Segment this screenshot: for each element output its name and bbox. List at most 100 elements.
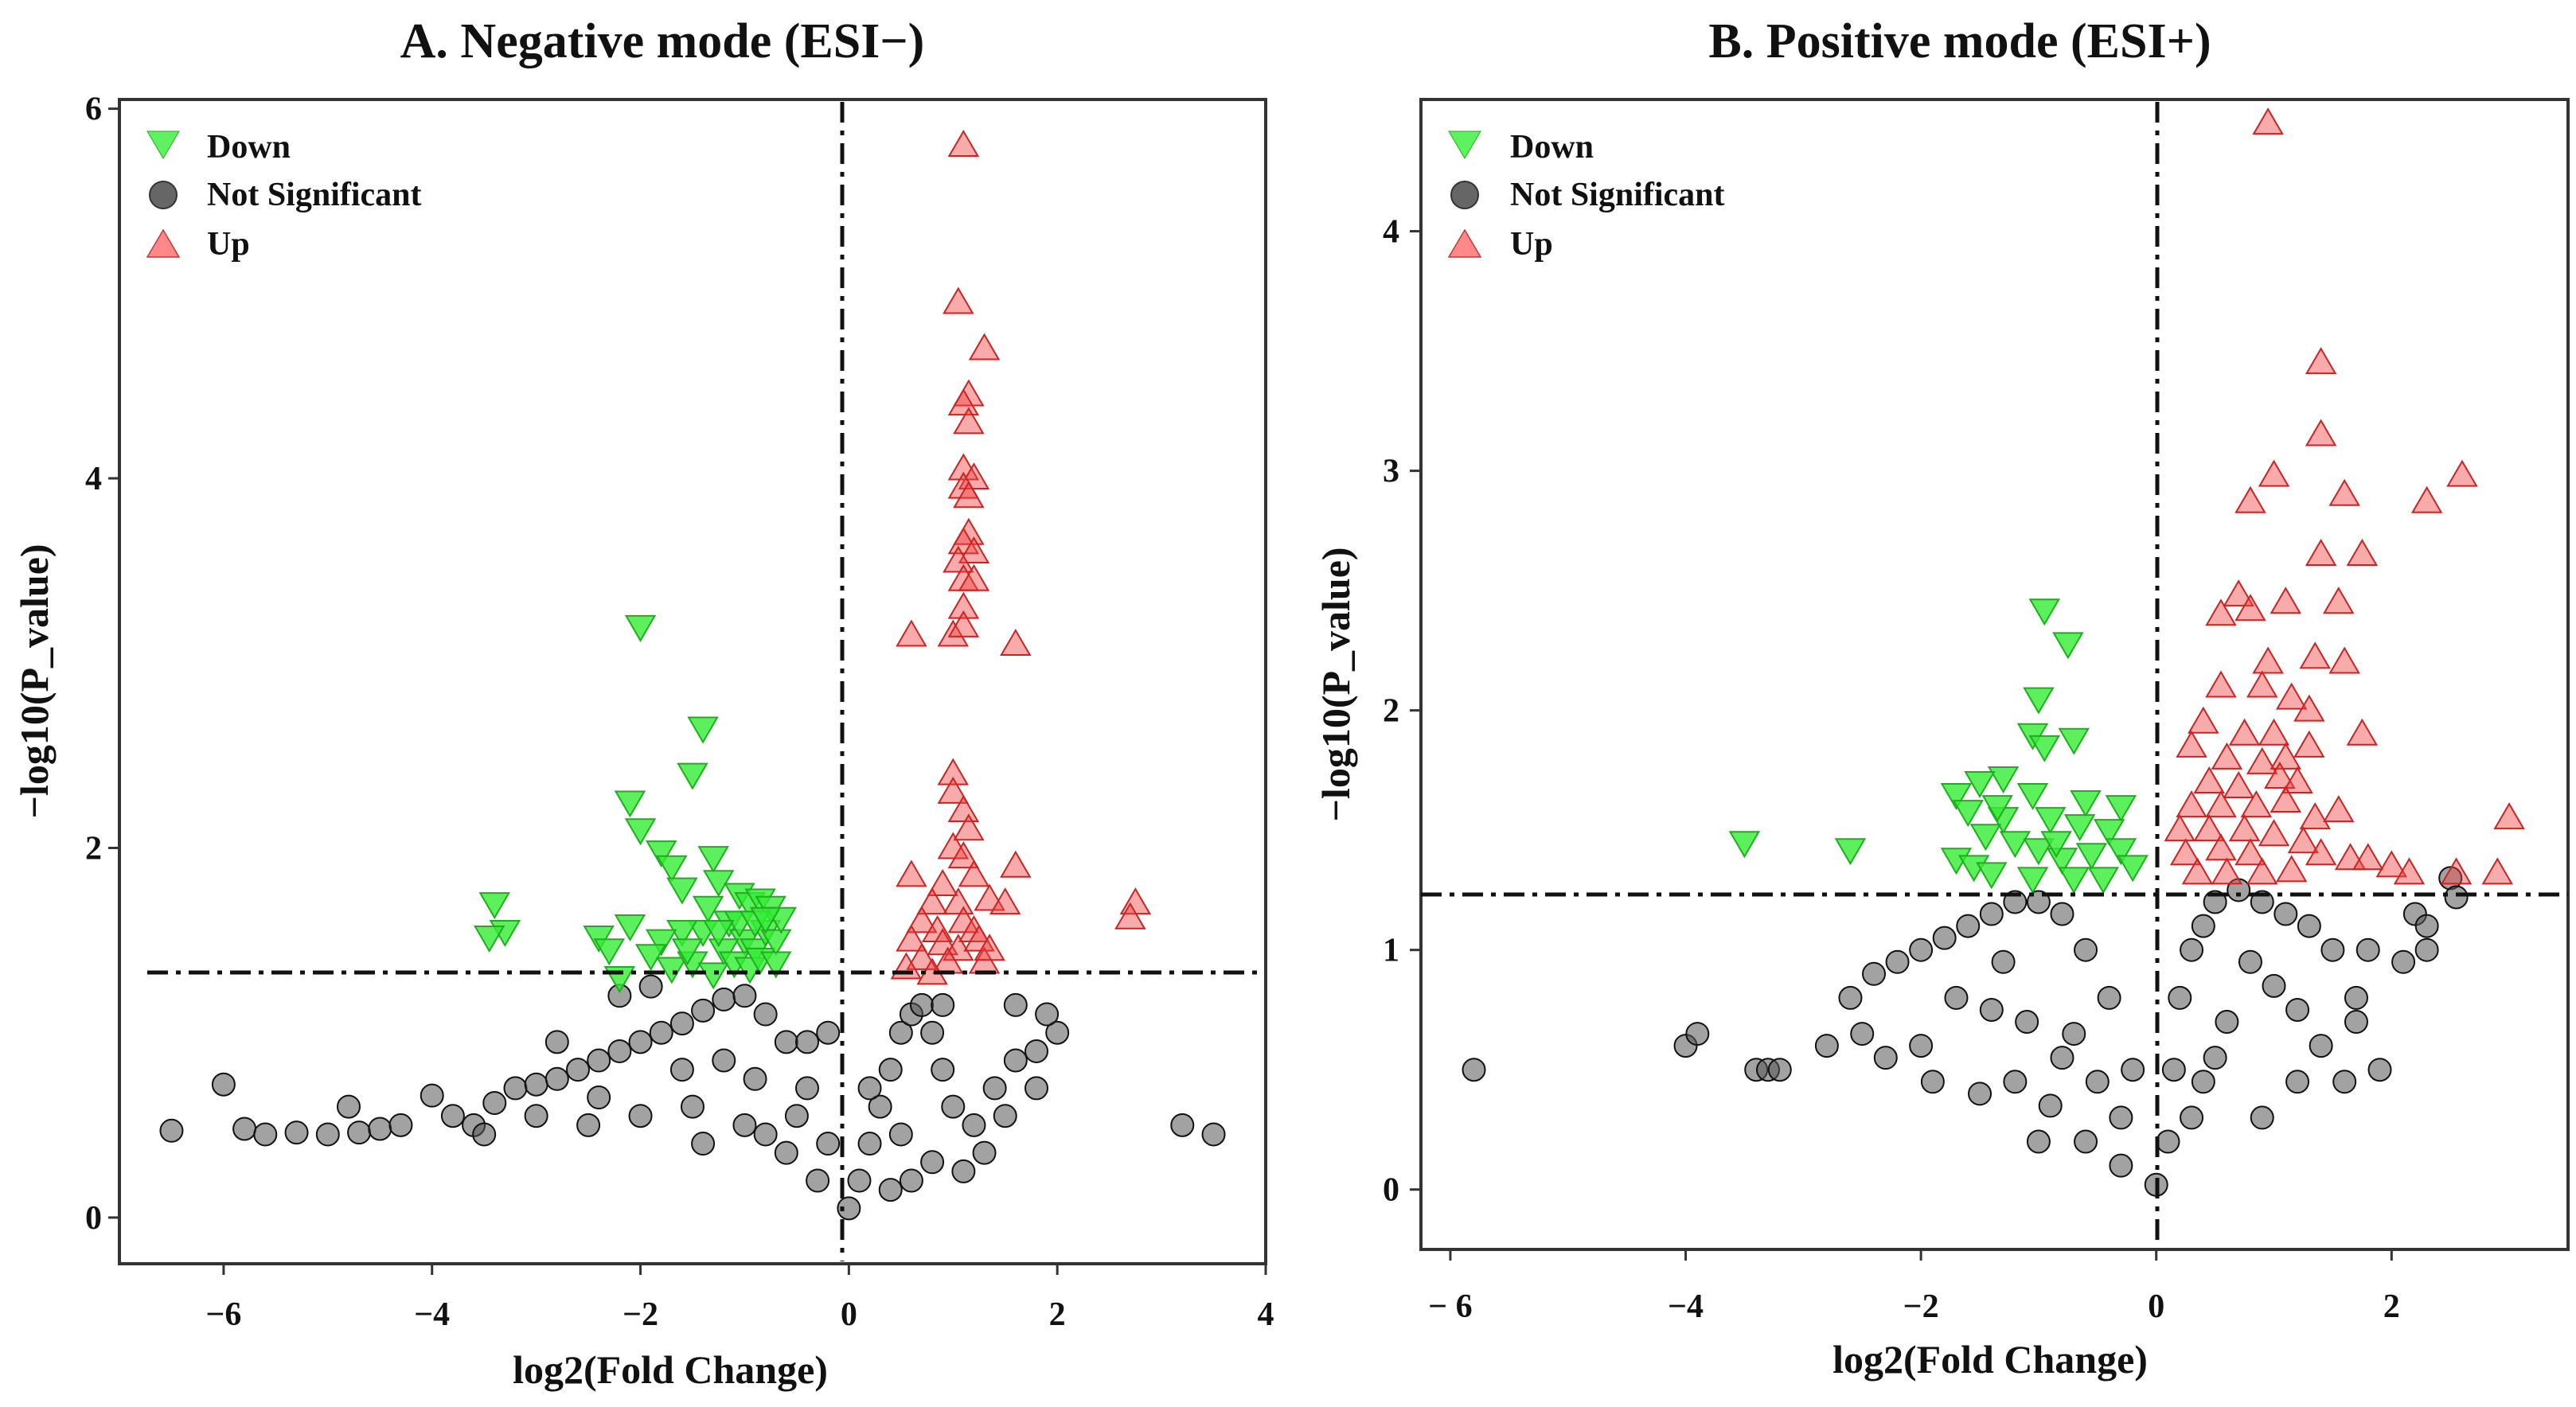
panel-a-not-significant-point bbox=[1201, 1122, 1226, 1147]
panel-b-not-significant-point bbox=[2026, 1129, 2051, 1154]
panel-a-y-tick-label: 4 bbox=[85, 461, 102, 497]
panel-a-down-point bbox=[697, 846, 729, 874]
panel-a-up-point bbox=[1000, 850, 1032, 878]
panel-b-up-point bbox=[2169, 838, 2202, 866]
panel-a-down-point bbox=[656, 957, 688, 984]
panel-a-down-point bbox=[624, 818, 657, 846]
panel-a-legend-not-significant-label: Not Significant bbox=[207, 177, 422, 213]
panel-a-not-significant-point bbox=[681, 1094, 704, 1119]
panel-b-legend-up-icon bbox=[1447, 228, 1482, 258]
panel-a-not-significant-point bbox=[1035, 1002, 1060, 1027]
panel-a-x-tick-label: 2 bbox=[1049, 1296, 1066, 1333]
panel-a-legend-down-label: Down bbox=[207, 129, 291, 166]
panel-b-up-point bbox=[2205, 790, 2237, 818]
panel-b-up-point bbox=[2299, 641, 2331, 669]
panel-a-not-significant-point bbox=[868, 1094, 892, 1119]
panel-a-up-point bbox=[896, 859, 927, 887]
panel-a-not-significant-point bbox=[847, 1168, 872, 1193]
panel-b-y-ticks: 0 1 2 3 4 bbox=[1383, 214, 1421, 1209]
panel-b-x-tick-label: 2 bbox=[2383, 1288, 2400, 1325]
panel-b-x-tick-label: −2 bbox=[1903, 1288, 1939, 1325]
panel-b-up-point bbox=[2228, 718, 2261, 746]
panel-b-down-point bbox=[2063, 814, 2096, 842]
panel-b-not-significant-point bbox=[1920, 1070, 1945, 1094]
panel-a-down-point bbox=[677, 762, 708, 790]
panel-a-up-point bbox=[947, 906, 980, 933]
panel-b-not-significant-point bbox=[2250, 1105, 2274, 1130]
panel-a-down-point bbox=[614, 914, 646, 942]
panel-b-up-point bbox=[2181, 857, 2214, 885]
panel-b-x-tick-label: −4 bbox=[1668, 1288, 1704, 1325]
panel-a-up-point bbox=[989, 887, 1021, 915]
panel-b-legend-not-significant-icon bbox=[1450, 181, 1479, 209]
panel-a-not-significant-point bbox=[743, 1066, 767, 1091]
panel-b-not-significant-point bbox=[2309, 1034, 2333, 1058]
panel-a-title: A. Negative mode (ESI−) bbox=[400, 14, 925, 68]
panel-b-down-point bbox=[2105, 795, 2137, 823]
panel-b-up-point bbox=[2258, 819, 2290, 847]
panel-a-up-point bbox=[958, 462, 990, 490]
panel-b-up-point bbox=[2440, 857, 2473, 885]
panel-a-y-tick-label: 6 bbox=[85, 92, 102, 128]
panel-b-up-point bbox=[2270, 742, 2302, 770]
panel-a-not-significant-point bbox=[691, 1132, 716, 1156]
panel-b-not-significant-point bbox=[1909, 937, 1934, 962]
panel-b-down-point bbox=[2016, 867, 2049, 894]
panel-b-up-point bbox=[2223, 770, 2254, 798]
panel-b-up-point bbox=[2258, 718, 2290, 746]
panel-a-not-significant-point bbox=[1170, 1113, 1195, 1137]
panel-b-up-point bbox=[2287, 826, 2320, 854]
panel-a-not-significant-point bbox=[857, 1132, 882, 1156]
panel-a-not-significant-point bbox=[795, 1076, 819, 1101]
panel-a-down-point bbox=[759, 951, 792, 979]
panel-a-down-point bbox=[687, 716, 719, 744]
panel-b-not-significant-point bbox=[2215, 1010, 2239, 1035]
panel-b-up-point bbox=[2323, 795, 2355, 823]
panel-a-not-significant-point bbox=[774, 1140, 798, 1165]
panel-a-not-significant-point bbox=[544, 1066, 569, 1091]
panel-a-up-point bbox=[927, 868, 958, 896]
panel-b-up-point bbox=[2481, 857, 2514, 885]
panel-a-not-significant-point bbox=[544, 1030, 569, 1054]
panel-a-not-significant-point bbox=[524, 1104, 548, 1128]
panel-b-down-point bbox=[1964, 770, 1996, 798]
panel-a-legend-up-label: Up bbox=[207, 226, 250, 263]
panel-a-not-significant-point bbox=[816, 1020, 841, 1045]
panel-a-y-axis-label: −log10(P_value) bbox=[12, 544, 57, 818]
panel-b-up-point bbox=[2205, 833, 2237, 861]
panel-a-not-significant-point bbox=[211, 1072, 236, 1097]
panel-b-up-point bbox=[2275, 855, 2308, 883]
panel-a-down-point bbox=[645, 840, 677, 868]
panel-b-up-point bbox=[2299, 802, 2331, 830]
panel-b-down-point bbox=[2052, 632, 2084, 660]
panel-b-not-significant-point bbox=[2038, 1093, 2063, 1118]
panel-b-not-significant-point bbox=[2074, 937, 2098, 962]
panel-a-up-point bbox=[947, 795, 980, 823]
panel-a-not-significant-point bbox=[816, 1132, 841, 1156]
panel-b-y-tick-label: 4 bbox=[1383, 214, 1399, 251]
panel-a-not-significant-point bbox=[784, 1104, 809, 1128]
panel-b-down-point bbox=[2075, 843, 2108, 871]
panel-b-up-point bbox=[2193, 766, 2225, 793]
panel-b-up-point bbox=[2493, 802, 2525, 830]
panel-b-up-point bbox=[2246, 857, 2278, 885]
panel-a-up-point bbox=[937, 758, 970, 785]
panel-a-down-point bbox=[473, 925, 505, 953]
panel-a-up-point bbox=[953, 407, 985, 435]
panel-a-not-significant-point bbox=[669, 1011, 694, 1036]
panel-b-not-significant-point bbox=[2238, 949, 2262, 974]
panel-a-up-point bbox=[927, 928, 958, 956]
panel-a-down-point bbox=[656, 855, 688, 883]
panel-a-not-significant-point bbox=[566, 1058, 590, 1082]
panel-b-up-point bbox=[2270, 785, 2302, 813]
panel-b-not-significant-point bbox=[2109, 1153, 2133, 1178]
panel-a-not-significant-point bbox=[368, 1117, 392, 1141]
panel-b-points bbox=[1462, 107, 2525, 1197]
panel-b-legend-down-label: Down bbox=[1510, 129, 1594, 166]
panel-b-not-significant-point bbox=[2203, 1046, 2227, 1070]
panel-a-legend-up-icon bbox=[146, 228, 181, 258]
panel-a-x-tick-label: −2 bbox=[623, 1296, 658, 1333]
panel-a-points bbox=[159, 130, 1226, 1221]
panel-b-up-point bbox=[2375, 850, 2408, 878]
panel-b-up-point bbox=[2188, 706, 2219, 734]
